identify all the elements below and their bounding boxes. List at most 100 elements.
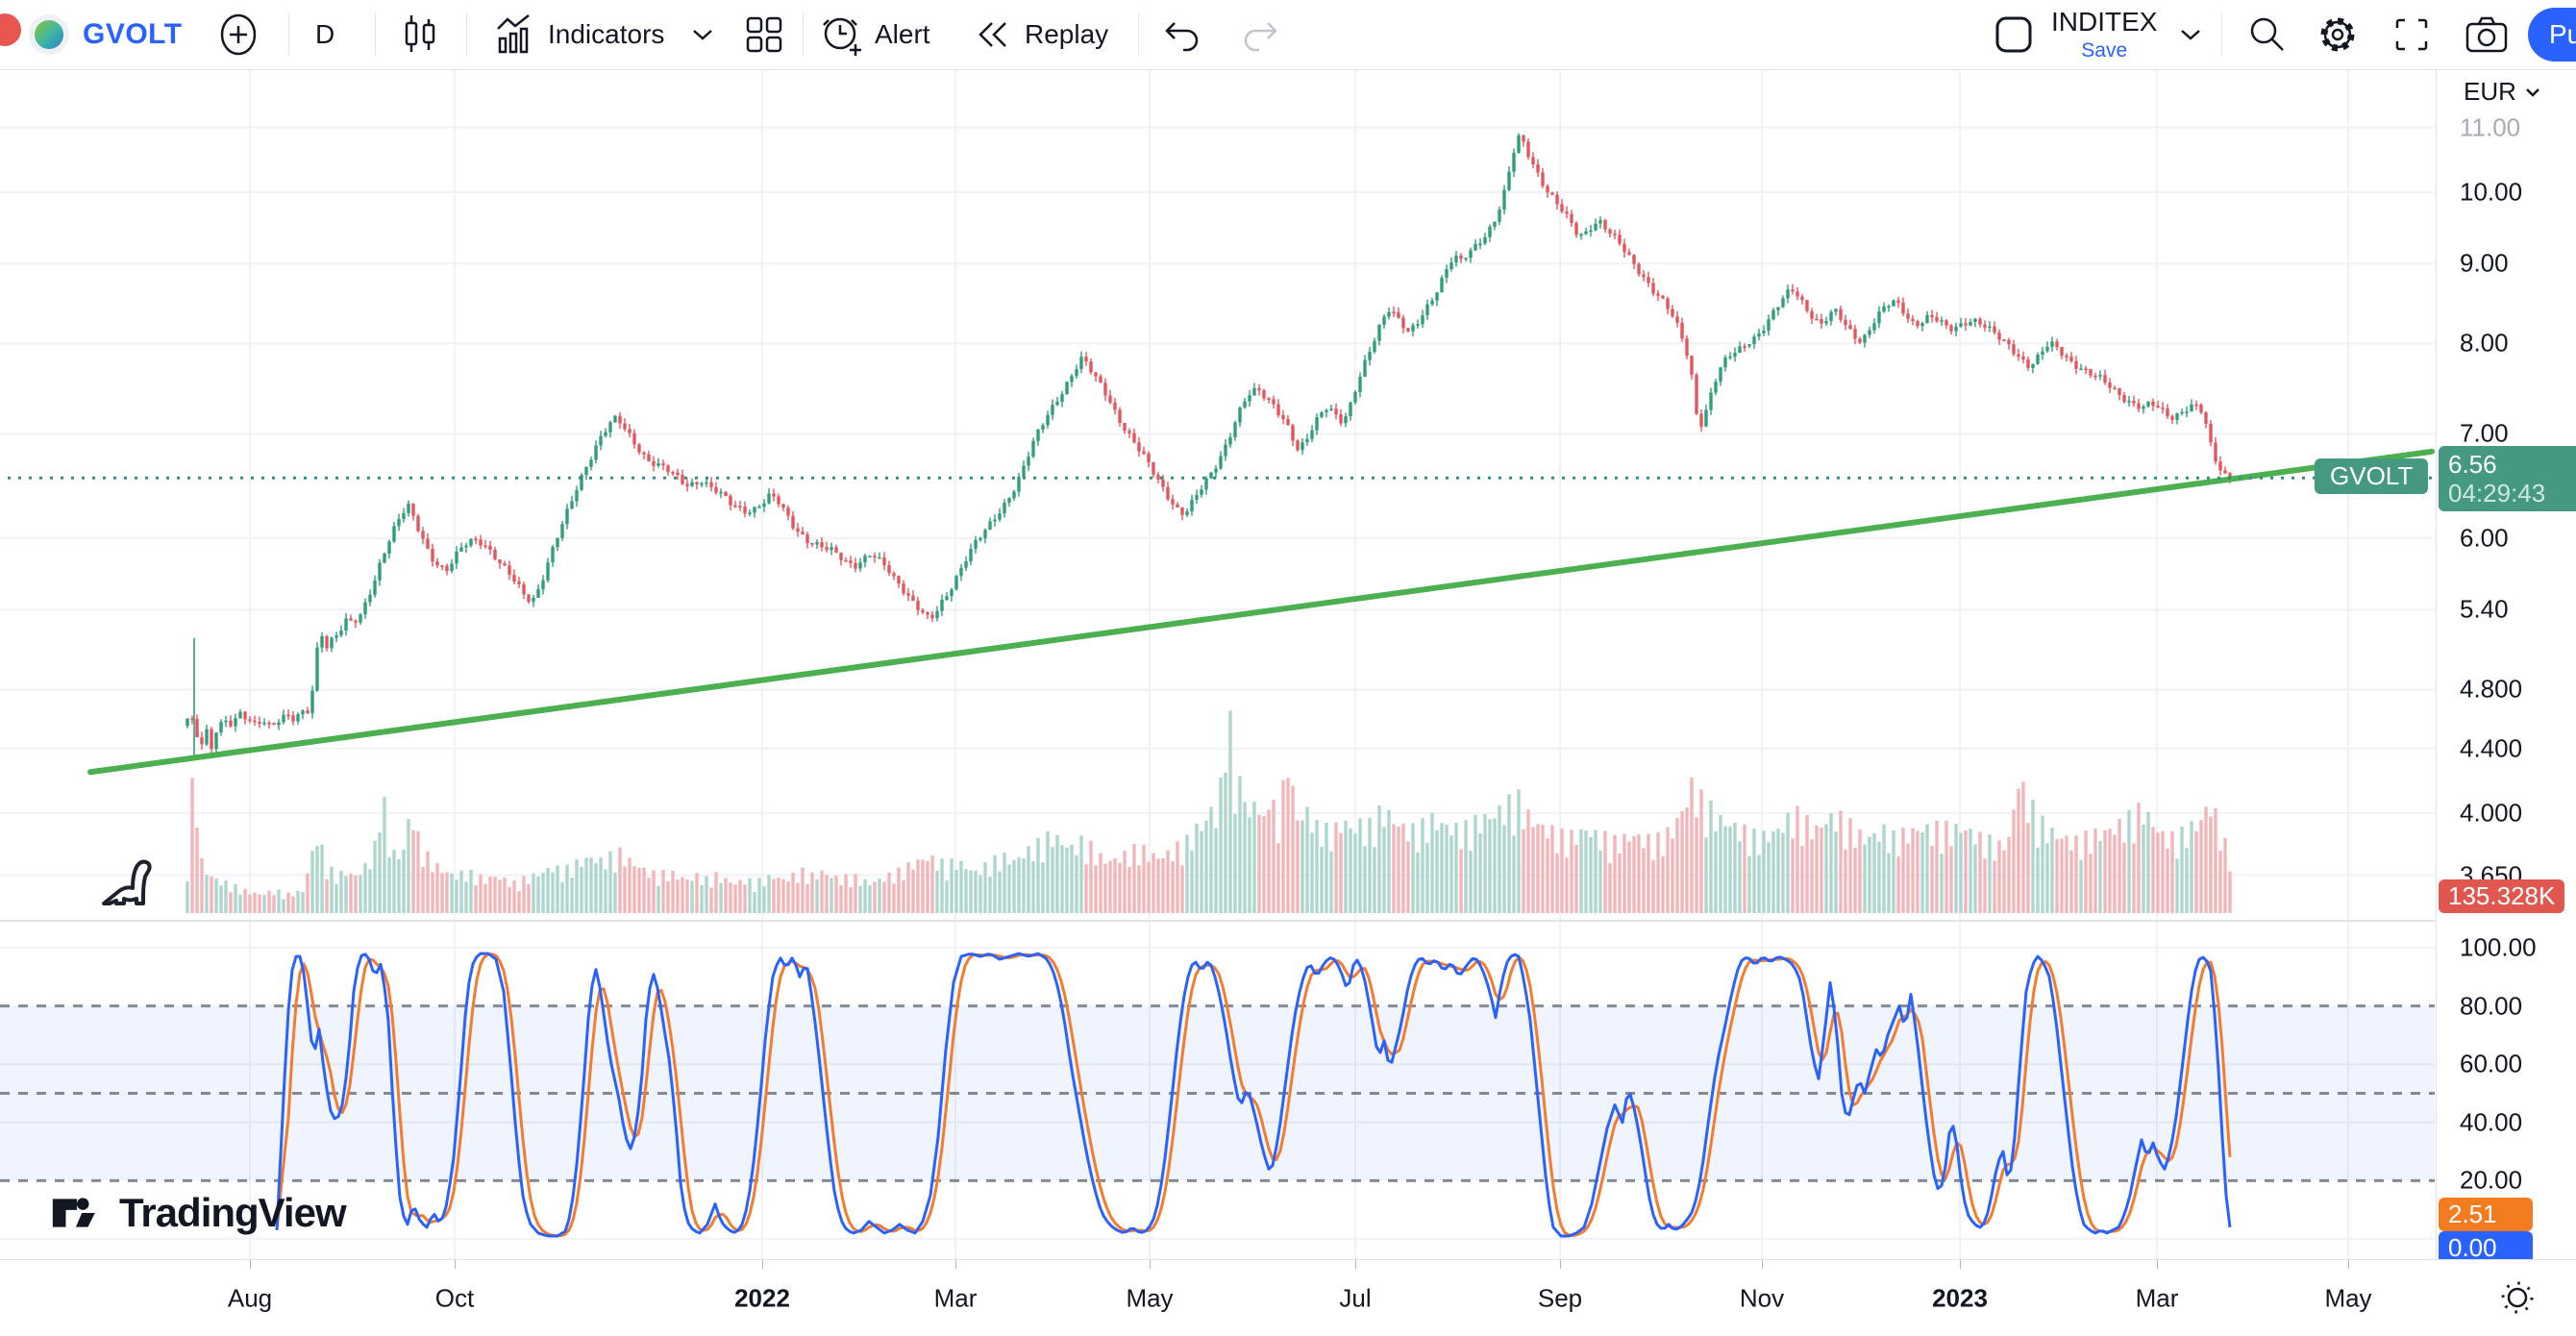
chevron-down-icon[interactable] (2178, 0, 2203, 69)
price-axis-label: 11.00 (2460, 112, 2521, 142)
layout-grid-button[interactable] (742, 0, 786, 69)
time-axis-label: Nov (1739, 1283, 1785, 1313)
fullscreen-button[interactable] (2390, 0, 2434, 69)
candlestick-icon (405, 15, 435, 52)
time-axis-label: May (2324, 1283, 2372, 1313)
time-axis-tick (250, 1260, 251, 1269)
redo-arrow-icon (1244, 22, 1277, 52)
price-axis-label: 10.00 (2460, 177, 2523, 207)
alert-button[interactable]: Alert (817, 0, 930, 69)
publish-button[interactable]: Pu (2528, 8, 2576, 62)
toolbar-separator (375, 13, 376, 56)
session-settings-button[interactable] (2495, 1275, 2539, 1324)
main-chart-canvas[interactable] (0, 69, 2436, 1259)
price-axis-label: 4.800 (2460, 674, 2523, 704)
time-axis-label: Jul (1339, 1283, 1372, 1313)
volume-badge: 135.328K (2439, 879, 2565, 913)
search-icon (2250, 17, 2284, 51)
stoch-d-badge: 2.51 (2439, 1198, 2533, 1231)
time-axis-label: Oct (434, 1283, 475, 1313)
publish-label: Pu (2549, 19, 2576, 49)
time-axis-tick (1762, 1260, 1763, 1269)
last-price-badge: 6.56 04:29:43 (2439, 446, 2576, 512)
replay-label: Replay (1025, 19, 1109, 49)
symbol-label: GVOLT (83, 18, 183, 50)
symbol-logo[interactable] (29, 0, 69, 69)
toolbar-separator (1138, 13, 1139, 56)
tradingview-logo-text: TradingView (119, 1190, 347, 1235)
timeframe-button[interactable]: D (315, 0, 334, 69)
bar-countdown: 04:29:43 (2448, 479, 2546, 508)
time-axis-tick (1355, 1260, 1356, 1269)
sun-icon (2501, 1281, 2534, 1314)
gear-icon (2320, 17, 2355, 52)
price-axis-label: 80.00 (2460, 991, 2523, 1021)
series-price-marker: GVOLT (2315, 458, 2429, 495)
fullscreen-icon (2395, 18, 2428, 51)
volume-value: 135.328K (2448, 881, 2556, 910)
save-button[interactable]: Save (2081, 39, 2128, 62)
rounded-square-icon (1995, 16, 2032, 53)
currency-selector[interactable]: EUR (2464, 77, 2541, 107)
undo-arrow-icon (1165, 22, 1199, 52)
price-axis-label: 4.400 (2460, 733, 2523, 763)
snapshot-button[interactable] (2463, 0, 2511, 69)
price-axis[interactable]: EUR 6.56 04:29:43 135.328K 2.51 0.00 11.… (2436, 69, 2576, 1265)
time-axis-tick (955, 1260, 956, 1269)
price-axis-label: 8.00 (2460, 328, 2509, 358)
add-symbol-button[interactable] (216, 0, 260, 69)
record-dot-icon (0, 13, 21, 46)
price-axis-label: 60.00 (2460, 1049, 2523, 1078)
price-axis-label: 9.00 (2460, 248, 2509, 278)
chevron-down-icon (2526, 87, 2539, 97)
price-axis-label: 5.40 (2460, 594, 2509, 624)
time-axis-label: Sep (1537, 1283, 1583, 1313)
time-axis-label: Mar (2135, 1283, 2179, 1313)
symbol-search-button[interactable]: GVOLT (83, 0, 183, 69)
layout-name-label: INDITEX (2051, 7, 2158, 37)
series-marker-label: GVOLT (2330, 461, 2414, 491)
time-axis-label: 2022 (734, 1283, 790, 1313)
stoch-d-value: 2.51 (2448, 1200, 2497, 1228)
redo-button[interactable] (1238, 0, 1284, 69)
last-price-value: 6.56 (2448, 450, 2497, 480)
globe-icon (35, 20, 63, 49)
dinosaur-sticker[interactable] (100, 854, 160, 918)
search-button[interactable] (2245, 0, 2290, 69)
camera-icon (2465, 16, 2508, 53)
replay-button[interactable]: Replay (973, 0, 1108, 69)
price-axis-label: 7.00 (2460, 418, 2509, 448)
stoch-k-value: 0.00 (2448, 1233, 2497, 1262)
time-axis-tick (2348, 1260, 2349, 1269)
time-axis-label: Mar (933, 1283, 978, 1313)
watchlist-button[interactable] (1992, 0, 2036, 69)
currency-label: EUR (2464, 77, 2516, 106)
price-axis-label: 4.000 (2460, 798, 2523, 828)
chevron-down-icon[interactable] (690, 0, 715, 69)
timeframe-label: D (315, 19, 335, 49)
settings-button[interactable] (2315, 0, 2361, 69)
tradingview-mark-icon (52, 1198, 95, 1227)
chart-style-button[interactable] (399, 0, 441, 69)
price-axis-label: 40.00 (2460, 1107, 2523, 1137)
time-axis-label: May (1126, 1283, 1174, 1313)
time-axis-tick (2157, 1260, 2158, 1269)
indicators-icon (497, 14, 530, 54)
price-axis-label: 20.00 (2460, 1165, 2523, 1195)
indicators-label: Indicators (548, 19, 665, 49)
undo-button[interactable] (1158, 0, 1204, 69)
layout-name[interactable]: INDITEX Save (2051, 0, 2157, 69)
time-axis-tick (762, 1260, 763, 1269)
indicators-button[interactable]: Indicators (492, 0, 664, 69)
price-axis-label: 6.00 (2460, 523, 2509, 553)
alarm-clock-plus-icon (823, 17, 861, 56)
dinosaur-icon (102, 859, 152, 905)
rewind-icon (978, 22, 1006, 47)
alert-label: Alert (875, 19, 930, 49)
time-axis-tick (1960, 1260, 1961, 1269)
toolbar-separator (466, 13, 467, 56)
toolbar-separator (288, 13, 289, 56)
tradingview-logo[interactable]: TradingView (50, 1190, 347, 1236)
time-axis[interactable]: Aug Oct 2022 Mar May Jul Sep Nov 2023 Mar May (0, 1259, 2576, 1336)
